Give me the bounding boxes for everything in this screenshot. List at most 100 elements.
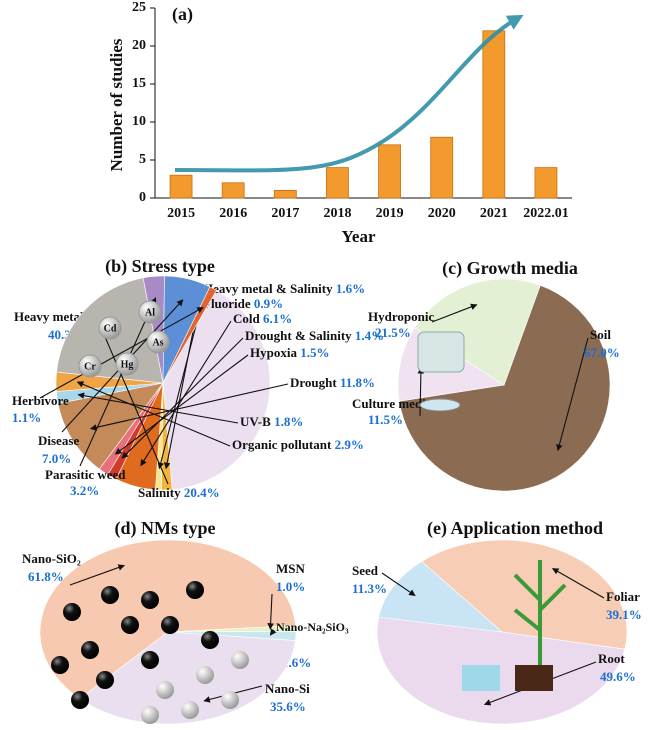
leader-line (39, 306, 204, 399)
leader-line (417, 366, 425, 417)
slice-label: Heavy metal & Salinity 1.6% (203, 281, 365, 296)
root-box (515, 665, 553, 691)
slice-value: 11.3% (352, 581, 387, 596)
slice-name: Drought & Salinity (245, 328, 352, 343)
slice-name: Nano-Na₂SiO₃ (276, 620, 349, 634)
bar (430, 136, 454, 199)
slice-value: 20.4% (184, 485, 220, 500)
slice-value: 1.0% (276, 579, 305, 594)
slice-name: Parasitic weed (45, 467, 126, 482)
slice-name: Nano-SiO₂ (22, 551, 81, 566)
nano-sio2-sphere (101, 586, 119, 604)
pie-slice (414, 278, 541, 386)
panel-label: (a) (172, 4, 193, 25)
slice-name: Herbivore (12, 393, 69, 408)
panel-title: (c) Growth media (442, 258, 578, 279)
bar (534, 167, 558, 199)
nano-sio2-sphere (141, 651, 159, 669)
x-tick-label: 2015 (167, 206, 195, 221)
y-axis-title: Number of studies (107, 38, 126, 171)
nano-sio2-sphere (71, 691, 89, 709)
element-symbol: Al (145, 307, 155, 318)
slice-value: 11.5% (368, 412, 403, 427)
x-tick-label: 2017 (271, 206, 299, 221)
leader-line (431, 303, 478, 323)
leader-line (121, 337, 244, 459)
slice-name: Salinity (138, 485, 181, 500)
slice-name: Heavy metal (14, 309, 84, 324)
element-symbol: Hg (121, 359, 134, 370)
leader-line (157, 305, 202, 470)
nano-si-sphere (221, 691, 239, 709)
nano-si-sphere (231, 651, 249, 669)
nano-si-sphere (156, 681, 174, 699)
slice-value: 2.9% (335, 437, 364, 452)
pie-slice (378, 561, 503, 633)
slice-name: Drought (290, 375, 337, 390)
nano-sio2-sphere (201, 631, 219, 649)
y-tick-label: 0 (139, 190, 146, 205)
slice-label: UV-B 1.8% (240, 414, 303, 429)
slice-name: Cold (233, 311, 261, 326)
leader-line (79, 297, 157, 467)
leader-line (89, 383, 289, 431)
leader-line (381, 572, 416, 597)
pie-slice (162, 289, 271, 490)
x-tick-label: 2016 (219, 206, 247, 221)
bar (221, 182, 245, 199)
bar (169, 174, 193, 199)
slice-name: MSN (276, 561, 306, 576)
bar (273, 189, 297, 199)
nano-sio2-sphere (141, 591, 159, 609)
y-tick-label: 25 (132, 0, 146, 15)
slice-label: Cold 6.1% (233, 311, 292, 326)
x-tick-label: 2022.01 (523, 206, 569, 221)
slice-value: 67.0% (584, 345, 620, 360)
slice-label: Drought & Salinity 1.4% (245, 328, 384, 343)
nano-sio2-sphere (186, 581, 204, 599)
slice-value: 1.8% (274, 414, 303, 429)
slice-value: 1.5% (300, 345, 329, 360)
slice-value: 1.4% (355, 328, 384, 343)
nano-sio2-sphere (96, 671, 114, 689)
slice-value: 3.2% (70, 483, 99, 498)
slice-name: Organic pollutant (232, 437, 332, 452)
root-box (462, 665, 500, 691)
element-icon (138, 300, 162, 324)
slice-label: Fluoride 0.9% (203, 296, 283, 311)
slice-value: 7.0% (42, 451, 71, 466)
x-tick-label: 2021 (480, 206, 508, 221)
slice-name: UV-B (240, 414, 271, 429)
element-symbol: Cd (104, 323, 117, 334)
leader-line (269, 628, 277, 636)
leader-line (76, 381, 231, 447)
leader-line (69, 564, 125, 586)
slice-value: 1.6% (336, 281, 365, 296)
bar (378, 144, 401, 199)
slice-name: Root (598, 651, 625, 666)
panel-title: (e) Application method (427, 518, 603, 539)
panel-title: (b) Stress type (105, 256, 215, 277)
slice-value: 61.8% (28, 569, 64, 584)
leader-line (552, 568, 605, 599)
x-tick-label: 2018 (323, 206, 351, 221)
x-tick-label: 2019 (376, 206, 404, 221)
element-icon (98, 316, 122, 340)
slice-name: Disease (38, 433, 79, 448)
nano-sio2-sphere (63, 603, 81, 621)
element-icon (146, 330, 170, 354)
nano-sio2-sphere (51, 656, 69, 674)
x-axis-title: Year (342, 227, 376, 246)
slice-name: Hypoxia (250, 345, 297, 360)
element-icon (78, 354, 102, 378)
y-tick-label: 5 (139, 152, 146, 167)
pie-slice (421, 539, 628, 650)
slice-label: Salinity 20.4% (138, 485, 220, 500)
leader-line (267, 593, 274, 630)
nano-sio2-sphere (81, 641, 99, 659)
element-symbol: As (152, 337, 163, 348)
element-symbol: Cr (84, 361, 96, 372)
y-tick-label: 15 (132, 76, 146, 91)
